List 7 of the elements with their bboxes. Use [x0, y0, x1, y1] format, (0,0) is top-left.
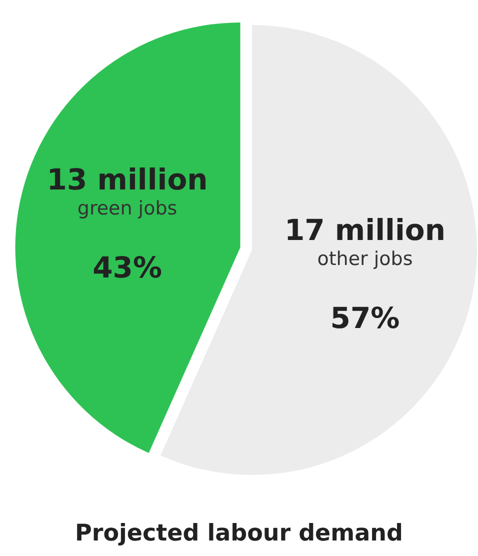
text: 57%: [330, 301, 400, 336]
text: 43%: [92, 250, 162, 284]
data-label: 13 million: [46, 162, 208, 196]
data-label: 17 million: [284, 213, 446, 248]
slice-label: green jobs: [77, 197, 178, 220]
slice-label: other jobs: [317, 248, 413, 270]
text: Projected labour demand: [75, 520, 403, 546]
